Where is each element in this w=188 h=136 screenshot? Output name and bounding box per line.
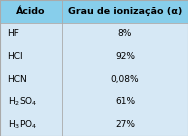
Text: $\mathregular{H_2SO_4}$: $\mathregular{H_2SO_4}$ (8, 96, 37, 108)
Bar (62, 0, 188, 23)
Bar (62, 68, 188, 91)
Bar (62, 45, 188, 68)
Bar (62, 91, 188, 113)
Text: HF: HF (8, 30, 19, 38)
Bar (0, 0, 62, 23)
Text: 61%: 61% (115, 98, 135, 106)
Bar (0, 91, 62, 113)
Text: Ácido: Ácido (16, 7, 46, 16)
Bar (0, 68, 62, 91)
Bar (0, 113, 62, 136)
Text: 27%: 27% (115, 120, 135, 129)
Text: HCN: HCN (8, 75, 27, 84)
Text: 8%: 8% (118, 30, 132, 38)
Bar (0, 23, 62, 45)
Text: Grau de ionização (α): Grau de ionização (α) (68, 7, 182, 16)
Text: HCl: HCl (8, 52, 23, 61)
Text: $\mathregular{H_3PO_4}$: $\mathregular{H_3PO_4}$ (8, 118, 37, 131)
Bar (62, 113, 188, 136)
Bar (0, 45, 62, 68)
Text: 92%: 92% (115, 52, 135, 61)
Bar (62, 23, 188, 45)
Text: 0,08%: 0,08% (111, 75, 139, 84)
